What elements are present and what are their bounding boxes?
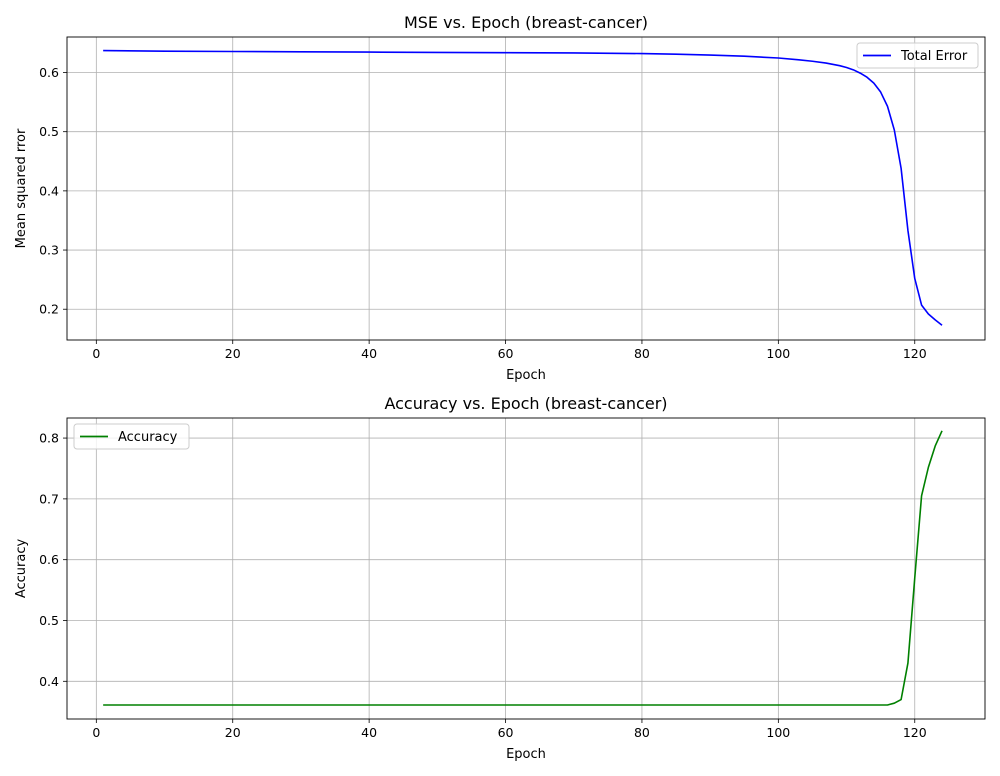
y-tick-label: 0.4	[39, 674, 59, 689]
y-tick-label: 0.7	[39, 491, 59, 506]
axes-frame	[66, 417, 986, 720]
chart-2: 0 20 40 60 80 100 120 0.4 0.5 0.6 0.7 0.8 Accuracy v…	[14, 394, 986, 762]
x-tick-label: 60	[498, 725, 514, 740]
x-tick-label: 120	[903, 346, 927, 361]
chart-title: MSE vs. Epoch (breast-cancer)	[404, 13, 648, 32]
y-tick-label: 0.8	[39, 431, 59, 446]
y-axis-label: Mean squared rror	[14, 128, 29, 248]
legend-box	[856, 42, 979, 69]
x-tick-label: 0	[92, 346, 100, 361]
x-axis-label: Epoch	[506, 368, 546, 383]
y-tick-label: 0.2	[39, 302, 59, 317]
series-line-accuracy	[103, 430, 943, 706]
y-tick-label: 0.5	[39, 613, 59, 628]
legend-label: Total Error	[900, 49, 968, 64]
y-tick-label: 0.3	[39, 243, 59, 258]
x-tick-label: 120	[903, 725, 927, 740]
chart-1: 0 20 40 60 80 100 120 0.2 0.3 0.4 0.5 0.6 MSE vs. Ep…	[14, 13, 986, 383]
y-tick-label: 0.5	[39, 124, 59, 139]
x-tick-label: 80	[634, 725, 650, 740]
y-tick-label: 0.6	[39, 552, 59, 567]
y-tick-label: 0.6	[39, 65, 59, 80]
x-tick-label: 20	[225, 346, 241, 361]
series-line-total-error	[103, 49, 943, 326]
legend: Total Error	[856, 42, 979, 69]
x-tick-label: 100	[766, 725, 790, 740]
x-tick-label: 40	[361, 346, 377, 361]
axes-frame	[66, 36, 986, 341]
legend-box	[73, 423, 190, 450]
x-tick-label: 80	[634, 346, 650, 361]
x-tick-label: 60	[498, 346, 514, 361]
x-axis-label: Epoch	[506, 747, 546, 762]
x-tick-label: 40	[361, 725, 377, 740]
x-tick-label: 100	[766, 346, 790, 361]
x-tick-label: 20	[225, 725, 241, 740]
chart-title: Accuracy vs. Epoch (breast-cancer)	[384, 394, 667, 413]
legend-label: Accuracy	[118, 430, 178, 445]
x-tick-label: 0	[92, 725, 100, 740]
y-tick-label: 0.4	[39, 183, 59, 198]
y-axis-label: Accuracy	[14, 539, 29, 599]
legend: Accuracy	[73, 423, 190, 450]
